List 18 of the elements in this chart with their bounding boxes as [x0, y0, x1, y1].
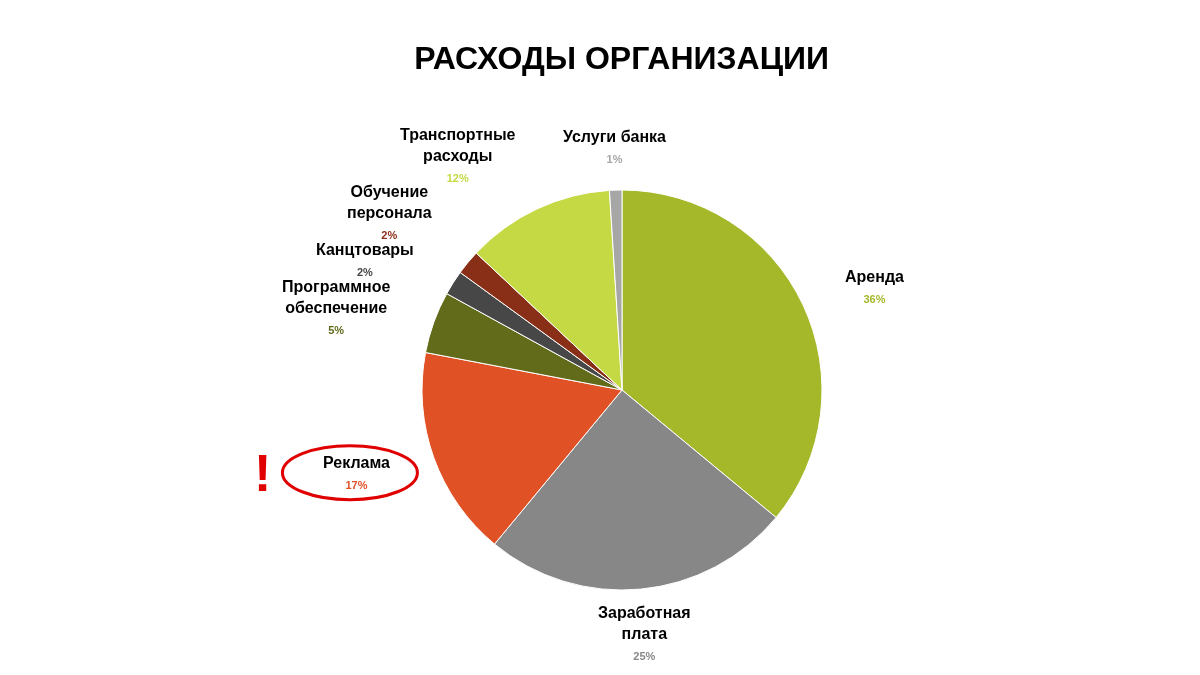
text: ! — [254, 444, 272, 502]
slice-label: Услуги банка — [563, 128, 667, 145]
slice-label: Аренда — [845, 268, 905, 285]
data-label: 2% — [381, 228, 398, 241]
slice-label: Реклама — [323, 454, 391, 471]
chart-title: РАСХОДЫ ОРГАНИЗАЦИИ — [414, 40, 830, 77]
data-label: 36% — [863, 292, 886, 305]
slice-label: Транспортные расходы — [400, 126, 516, 164]
data-label: 2% — [356, 265, 374, 278]
slice-label: Программное обеспечение — [282, 278, 391, 316]
data-label: 1% — [606, 152, 623, 165]
data-label: 17% — [345, 478, 368, 491]
slice-label: Заработная плата — [598, 604, 691, 642]
data-label: 12% — [446, 171, 469, 184]
data-label: 25% — [633, 649, 656, 662]
slice-label: Обучение персонала — [347, 183, 432, 221]
slice-label: Канцтовары — [316, 241, 414, 258]
data-label: 5% — [328, 323, 345, 336]
